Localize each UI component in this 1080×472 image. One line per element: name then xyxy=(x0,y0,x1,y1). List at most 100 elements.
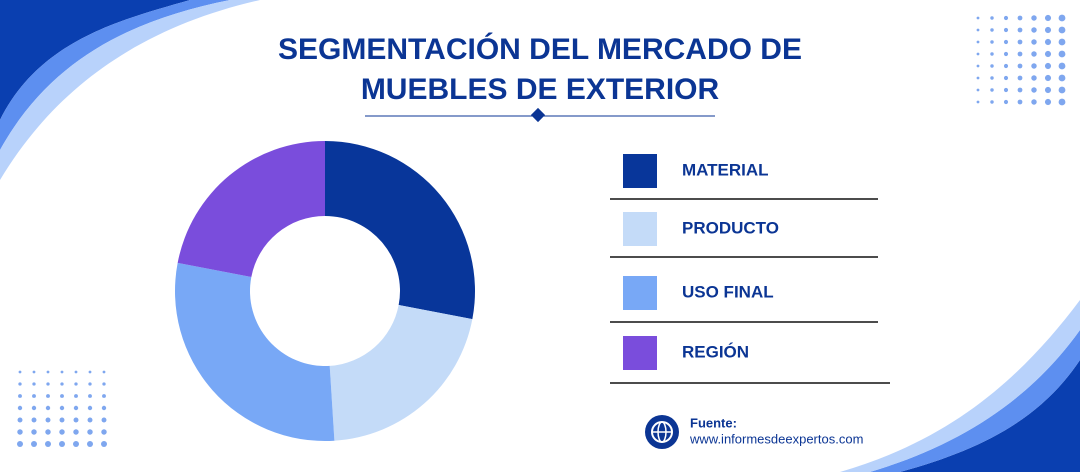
dot xyxy=(1031,15,1037,21)
dot xyxy=(102,370,106,374)
dot xyxy=(1044,86,1052,94)
dot xyxy=(102,394,106,398)
legend-swatch xyxy=(623,276,657,310)
dot xyxy=(976,64,980,68)
chart-title: SEGMENTACIÓN DEL MERCADO DE MUEBLES DE E… xyxy=(278,33,802,106)
dot xyxy=(1058,26,1066,34)
dot xyxy=(1031,87,1037,93)
dot xyxy=(1031,27,1037,33)
dot xyxy=(990,64,994,68)
dot xyxy=(976,76,980,80)
dot xyxy=(45,441,51,447)
dot xyxy=(73,441,79,447)
dot xyxy=(1017,87,1023,93)
dot xyxy=(1017,27,1023,33)
dot xyxy=(59,429,65,435)
dot xyxy=(1044,62,1052,70)
dot xyxy=(990,88,994,92)
dot xyxy=(1031,63,1037,69)
dot xyxy=(976,88,980,92)
dot xyxy=(1017,63,1023,69)
dot xyxy=(17,441,23,447)
dot xyxy=(101,417,107,423)
dot xyxy=(74,394,78,398)
dot xyxy=(18,370,22,374)
dot xyxy=(1003,39,1009,45)
dot xyxy=(101,405,107,411)
legend-swatch xyxy=(623,212,657,246)
dot xyxy=(32,370,36,374)
dot xyxy=(46,382,50,386)
dot xyxy=(1031,99,1037,105)
dot xyxy=(101,441,107,447)
dot xyxy=(87,429,93,435)
dot xyxy=(59,405,65,411)
dot xyxy=(74,370,78,374)
dot xyxy=(1044,50,1052,58)
dot xyxy=(1003,75,1009,81)
dot xyxy=(990,28,994,32)
dot xyxy=(976,28,980,32)
source-label: Fuente: xyxy=(690,415,737,430)
dot xyxy=(1044,98,1052,106)
dot xyxy=(1017,39,1023,45)
dot xyxy=(88,382,92,386)
dot xyxy=(1017,15,1023,21)
dot xyxy=(990,52,994,56)
dot xyxy=(1031,39,1037,45)
donut-segment xyxy=(329,305,473,441)
dot xyxy=(1003,63,1009,69)
dot xyxy=(1058,38,1066,46)
dot xyxy=(990,100,994,104)
dot xyxy=(1003,87,1009,93)
dot xyxy=(1044,14,1052,22)
legend-label: USO FINAL xyxy=(682,282,774,301)
dot xyxy=(17,417,23,423)
dot xyxy=(32,382,36,386)
dot xyxy=(45,417,51,423)
dot xyxy=(1003,15,1009,21)
dot xyxy=(990,40,994,44)
source-url: www.informesdeexpertos.com xyxy=(689,431,863,446)
dot xyxy=(46,370,50,374)
dot xyxy=(1044,74,1052,82)
dot xyxy=(18,394,22,398)
legend-label: REGIÓN xyxy=(682,342,749,361)
legend-label: MATERIAL xyxy=(682,160,769,179)
dot xyxy=(45,429,51,435)
dot xyxy=(1058,98,1066,106)
dot xyxy=(1017,51,1023,57)
dot xyxy=(31,441,37,447)
dot xyxy=(60,370,64,374)
dot xyxy=(17,405,23,411)
dot xyxy=(88,370,92,374)
dot xyxy=(976,52,980,56)
dot xyxy=(32,394,36,398)
dot xyxy=(1003,51,1009,57)
dot xyxy=(1058,62,1066,70)
dot xyxy=(1058,74,1066,82)
dot xyxy=(87,405,93,411)
dot xyxy=(87,441,93,447)
dot xyxy=(87,417,93,423)
legend-swatch xyxy=(623,154,657,188)
dot xyxy=(31,405,37,411)
dot xyxy=(976,100,980,104)
donut-segment xyxy=(325,141,476,320)
dot xyxy=(73,405,79,411)
dot xyxy=(1058,50,1066,58)
dot xyxy=(45,405,51,411)
dot xyxy=(1017,99,1023,105)
dot xyxy=(1017,75,1023,81)
legend-swatch xyxy=(623,336,657,370)
dot xyxy=(18,382,22,386)
dot xyxy=(976,16,980,20)
legend-label: PRODUCTO xyxy=(682,218,779,237)
dot xyxy=(60,382,64,386)
dot xyxy=(1058,86,1066,94)
dot xyxy=(59,417,65,423)
dot xyxy=(73,429,79,435)
